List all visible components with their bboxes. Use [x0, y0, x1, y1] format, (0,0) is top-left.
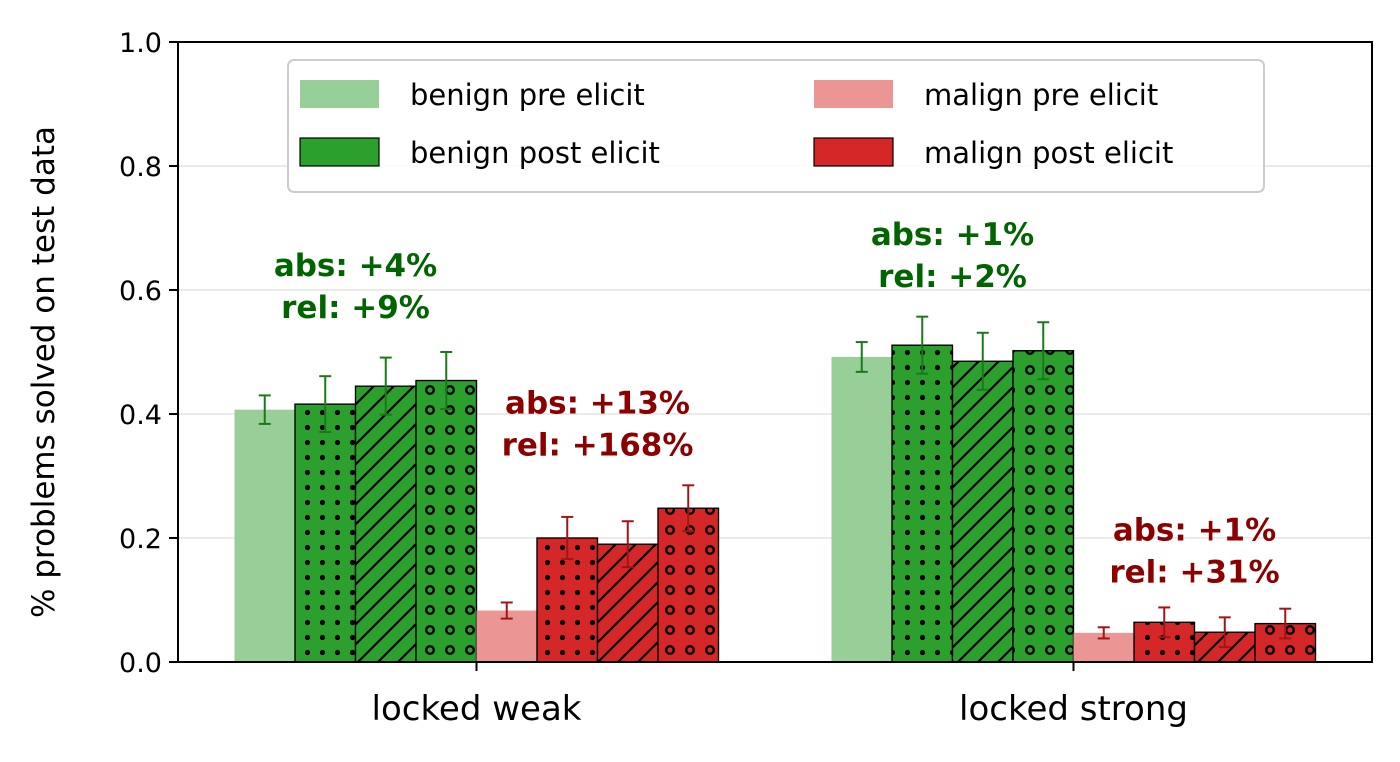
bar-benign-pre-0 — [234, 409, 295, 662]
error-bar — [1097, 626, 1110, 640]
error-bar — [500, 601, 513, 620]
bar-benign-pre-1 — [831, 356, 892, 662]
error-bar — [916, 315, 929, 375]
error-bar — [1218, 616, 1231, 649]
y-tick-label: 1.0 — [119, 28, 162, 59]
annotations-layer: rel: +9% abs: +4% rel: +168% abs: +13% rel: … — [274, 217, 1280, 591]
annotation-rel: rel: +31% — [1109, 555, 1279, 591]
y-tick-label: 0.8 — [119, 152, 162, 183]
error-bar — [1158, 606, 1171, 639]
error-bar — [440, 351, 453, 411]
annotation-abs: abs: +13% — [505, 386, 690, 422]
annotation-abs: abs: +1% — [871, 217, 1034, 253]
y-tick-label: 0.2 — [119, 524, 162, 555]
x-axis: locked weak locked strong — [372, 662, 1188, 729]
legend-swatch — [813, 137, 894, 167]
error-bars-layer — [258, 315, 1292, 649]
y-axis-label: % problems solved on test data — [26, 126, 62, 618]
legend: benign pre elicit benign post elicit malig… — [287, 59, 1265, 193]
y-tick-label: 0.6 — [119, 276, 162, 307]
bar-benign-post-dots-1-hatch — [891, 344, 954, 663]
legend-swatch — [300, 80, 379, 108]
bar-benign-post-circles-1-hatch — [1012, 350, 1075, 663]
error-bar — [855, 341, 868, 373]
error-bar — [561, 515, 574, 561]
bar-benign-post-circles-0-hatch — [415, 379, 478, 663]
error-bar — [976, 331, 989, 391]
annotation-abs: abs: +1% — [1113, 513, 1276, 549]
error-bar — [682, 484, 695, 533]
error-bar — [1037, 321, 1050, 381]
legend-swatch — [814, 80, 893, 108]
x-tick-label: locked strong — [959, 689, 1188, 729]
legend-label: malign post elicit — [924, 136, 1173, 170]
error-bar — [621, 520, 634, 569]
error-bar — [1279, 607, 1292, 640]
error-bar — [258, 394, 271, 425]
annotation-rel: rel: +9% — [281, 290, 430, 326]
annotation-abs: abs: +4% — [274, 248, 437, 284]
legend-box — [287, 59, 1265, 193]
y-axis: 0.0 0.2 0.4 0.6 0.8 1.0 — [119, 28, 178, 679]
error-bar — [319, 375, 332, 433]
plot-frame — [177, 41, 1373, 663]
legend-swatch — [299, 137, 380, 167]
annotation-rel: rel: +168% — [502, 428, 694, 464]
bars-layer — [234, 344, 1317, 663]
bar-malign-post-circles-0-hatch — [657, 507, 720, 663]
bar-benign-post-dots-0-hatch — [294, 403, 357, 663]
x-tick-label: locked weak — [372, 689, 582, 729]
error-bar — [379, 356, 392, 416]
annotation-rel: rel: +2% — [878, 259, 1027, 295]
legend-label: malign pre elicit — [924, 78, 1158, 112]
legend-label: benign post elicit — [410, 136, 660, 170]
y-tick-label: 0.4 — [119, 400, 162, 431]
bar-benign-post-diagonal-0-hatch — [354, 385, 417, 663]
bar-benign-post-diagonal-1-hatch — [951, 360, 1014, 663]
y-tick-label: 0.0 — [119, 648, 162, 679]
legend-label: benign pre elicit — [410, 78, 645, 112]
